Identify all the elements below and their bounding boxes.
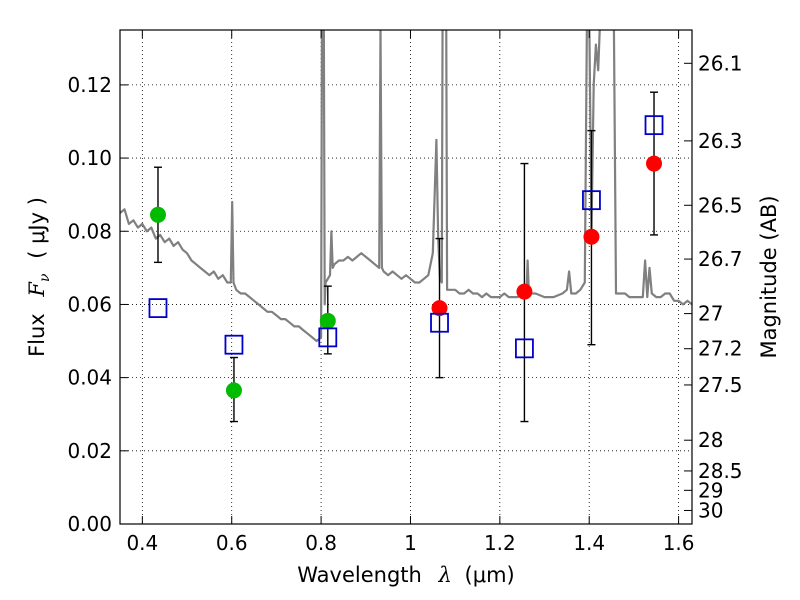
- y-tick-label: 0.06: [67, 292, 112, 316]
- x-tick-label: 1.6: [663, 531, 695, 555]
- observed-point: [149, 206, 166, 223]
- grid: [120, 30, 692, 524]
- model-point: [582, 190, 601, 211]
- y-tick-labels: 0.00 0.02 0.04 0.06 0.08 0.10 0.12: [67, 73, 112, 536]
- y-tick-label: 0.04: [67, 366, 112, 390]
- y2-tick-label: 27.2: [698, 337, 743, 361]
- observed-point: [225, 382, 242, 399]
- x-tick-label: 0.8: [305, 531, 337, 555]
- y-tick-label: 0.00: [67, 512, 112, 536]
- y2-tick-label: 28.5: [698, 459, 743, 483]
- plot-frame: [119, 29, 693, 525]
- y2-tick-label: 26.1: [698, 51, 743, 75]
- x-tick-label: 1.2: [484, 531, 516, 555]
- model-point: [148, 298, 168, 319]
- y2-tick-label: 27.5: [698, 373, 743, 397]
- observed-point: [319, 312, 336, 329]
- y2-tick-label: 28: [698, 428, 723, 452]
- x-tick-label: 0.6: [216, 531, 248, 555]
- y-tick-label: 0.02: [67, 439, 112, 463]
- y2-tick-label: 26.3: [698, 129, 743, 153]
- observed-point: [516, 283, 533, 300]
- y2-tick-label: 26.7: [698, 247, 743, 271]
- model-point: [515, 338, 534, 359]
- model-point: [430, 312, 449, 333]
- observed-point: [646, 155, 663, 172]
- x-tick-labels: 0.4 0.6 0.8 1 1.2 1.4 1.6: [126, 531, 694, 555]
- y2-tick-label: 26.5: [698, 193, 743, 217]
- model-point: [224, 334, 244, 355]
- y-tick-label: 0.08: [67, 219, 112, 243]
- observed-point: [583, 228, 600, 245]
- y-axis-label: Flux Fν ( μJy ): [25, 197, 54, 357]
- y2-tick-label: 29: [698, 478, 723, 502]
- spectrum-line: [120, 30, 692, 343]
- model-point: [318, 327, 338, 348]
- y2-tick-label: 30: [698, 498, 723, 522]
- y2-axis-label: Magnitude (AB): [757, 195, 781, 358]
- tick-marks: [120, 30, 692, 525]
- observed-point: [431, 300, 448, 317]
- spectrum-curve: [120, 30, 692, 343]
- x-tick-label: 1.4: [573, 531, 605, 555]
- y-tick-label: 0.12: [67, 73, 112, 97]
- data-markers: [148, 115, 664, 399]
- model-point: [644, 115, 664, 136]
- x-tick-label: 0.4: [126, 531, 158, 555]
- x-tick-label: 1: [404, 531, 417, 555]
- x-axis-label: Wavelength λ (μm): [297, 563, 514, 587]
- y2-tick-label: 27: [698, 302, 723, 326]
- y-tick-label: 0.10: [67, 146, 112, 170]
- error-bars: [153, 91, 659, 423]
